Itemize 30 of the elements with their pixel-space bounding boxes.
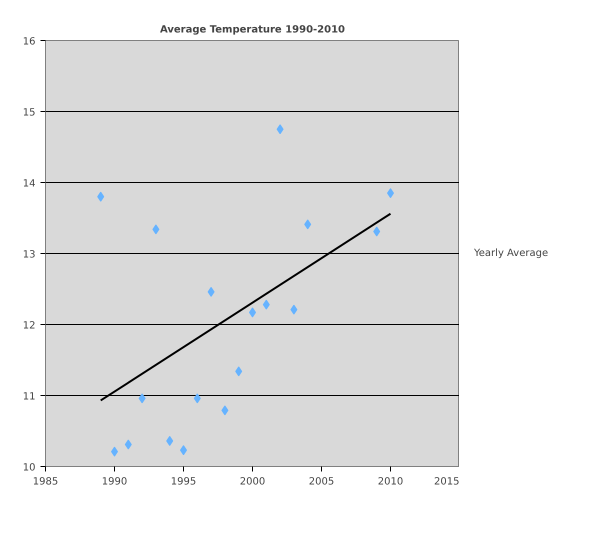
x-tick-label: 1995 — [170, 476, 196, 488]
point — [194, 393, 201, 404]
x-tick-label: 2010 — [378, 476, 404, 488]
point — [208, 286, 215, 297]
y-tick-label: 16 — [22, 36, 36, 48]
point — [262, 300, 270, 310]
x-tick-label: 2000 — [240, 476, 266, 488]
y-tick-label: 11 — [22, 392, 36, 402]
chart-title: Average Temperature 1990-2010 — [160, 24, 346, 36]
y-tick-label: 14 — [22, 178, 36, 190]
point — [290, 304, 298, 315]
point — [152, 224, 160, 234]
point — [235, 366, 242, 376]
point — [138, 393, 146, 404]
x-tick-label: 2015 — [434, 476, 460, 488]
x-tick-label: 1985 — [32, 476, 58, 488]
x-tick-label: 1990 — [102, 476, 128, 488]
point — [97, 192, 104, 202]
y-tick-label: 13 — [22, 250, 36, 260]
point — [373, 226, 380, 236]
point — [221, 405, 228, 416]
y-tick-label: 10 — [22, 462, 36, 474]
x-tick-label: 2005 — [308, 476, 334, 488]
point — [166, 436, 174, 446]
point — [276, 124, 284, 134]
point — [124, 439, 132, 450]
y-tick-label: 12 — [22, 320, 36, 332]
text: Yearly Average — [474, 248, 548, 258]
point — [304, 219, 312, 230]
y-tick-label: 15 — [22, 108, 36, 118]
